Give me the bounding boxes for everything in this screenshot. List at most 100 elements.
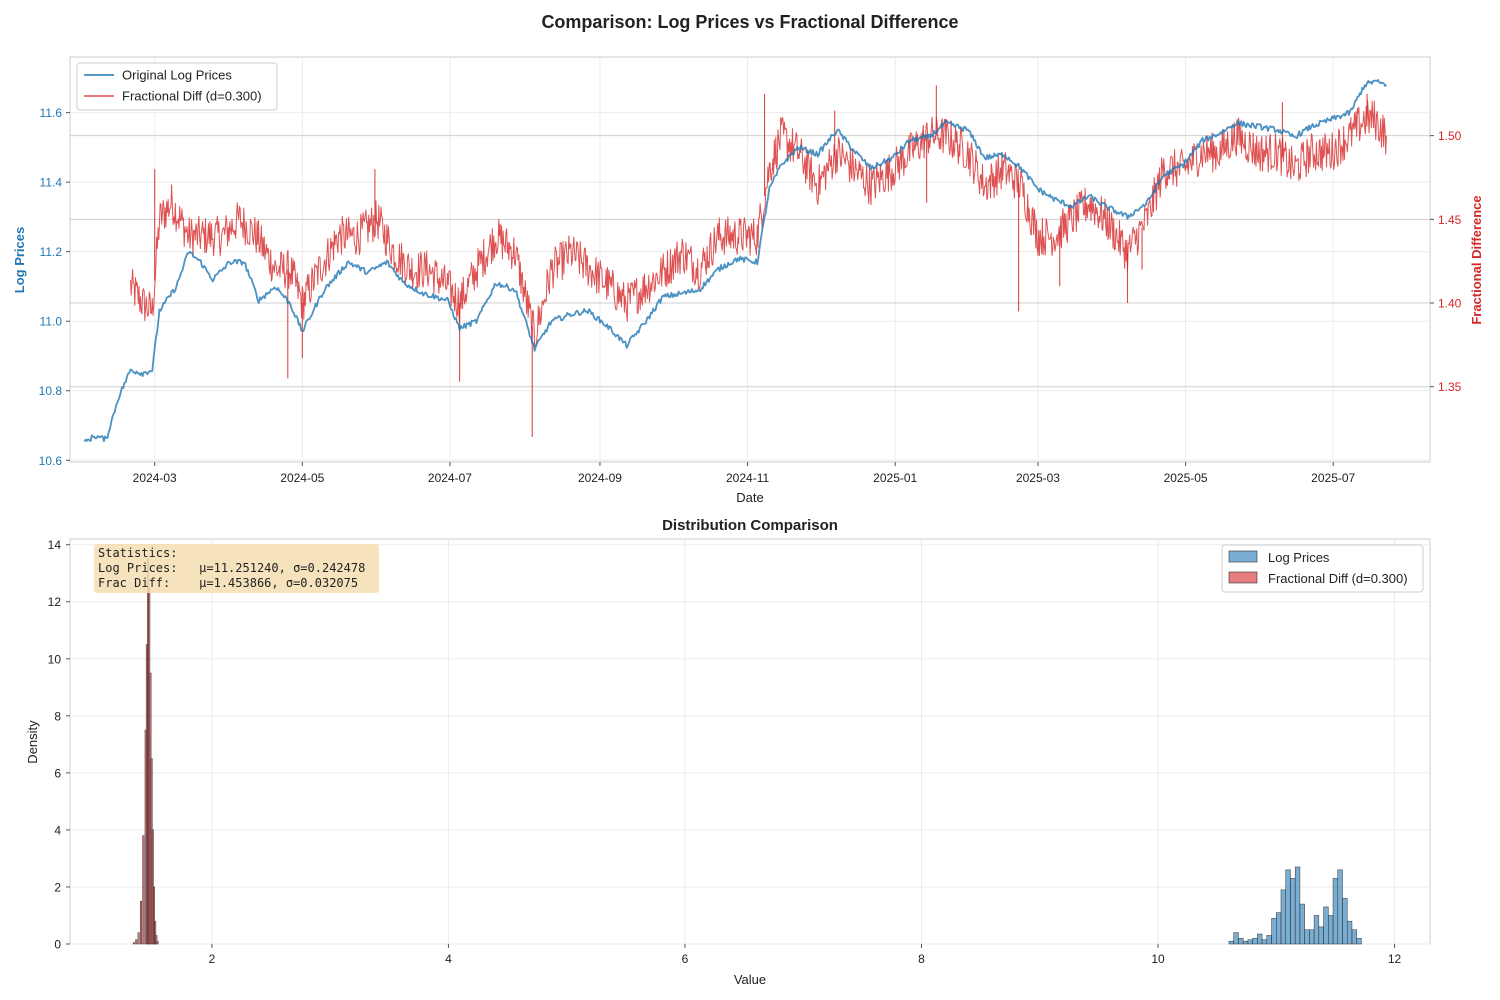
y-tick-label-11-4: 11.4 bbox=[40, 176, 63, 190]
y-tick-label-11-2: 11.2 bbox=[40, 245, 63, 259]
log-prices-bar-23 bbox=[1337, 869, 1343, 945]
log-prices-bar-26 bbox=[1351, 929, 1357, 945]
timeseries-x-label: Date bbox=[736, 490, 763, 505]
log-prices-line bbox=[83, 79, 1388, 443]
timeseries-legend: Original Log Prices Fractional Diff (d=0… bbox=[76, 62, 278, 111]
y-tick-label-10-8: 10.8 bbox=[39, 384, 63, 398]
histogram-legend-label-frac-diff: Fractional Diff (d=0.300) bbox=[1268, 571, 1408, 586]
timeseries-left-ticks: 10.6 10.8 11.0 11.2 11.4 11.6 bbox=[39, 106, 70, 468]
histogram-y-ticks: 0 2 4 6 8 10 12 14 bbox=[48, 538, 70, 952]
log-prices-bar-22 bbox=[1332, 878, 1339, 945]
hist-x-tick-label-6: 6 bbox=[682, 952, 689, 966]
log-prices-bar-24 bbox=[1342, 898, 1348, 945]
log-prices-bar-20 bbox=[1323, 906, 1329, 945]
log-prices-bar-6 bbox=[1257, 933, 1263, 945]
frac-diff-histogram bbox=[132, 558, 159, 945]
statistics-frac-diff: Frac Diff: μ=1.453866, σ=0.032075 bbox=[98, 576, 358, 590]
log-prices-bar-17 bbox=[1309, 929, 1315, 945]
log-prices-bar-25 bbox=[1346, 920, 1353, 945]
hist-y-tick-label-12: 12 bbox=[48, 595, 62, 609]
hist-y-tick-label-6: 6 bbox=[54, 766, 61, 780]
log-prices-bar-13 bbox=[1290, 878, 1296, 945]
log-prices-bar-1 bbox=[1233, 932, 1239, 945]
frac-diff-bar-3 bbox=[140, 900, 142, 945]
histogram-y-label: Density bbox=[25, 720, 40, 764]
frac-diff-bar-4 bbox=[142, 835, 145, 945]
statistics-heading: Statistics: bbox=[98, 546, 177, 560]
log-prices-bar-16 bbox=[1304, 929, 1310, 945]
frac-diff-series bbox=[130, 85, 1387, 437]
timeseries-panel: 2024-03 2024-05 2024-07 2024-09 2024-11 2025-… bbox=[12, 56, 1484, 505]
y2-tick-label-1-50: 1.50 bbox=[1438, 129, 1462, 143]
log-prices-histogram bbox=[1228, 866, 1362, 945]
statistics-box: Statistics: Log Prices: μ=11.251240, σ=0… bbox=[94, 544, 379, 593]
frac-diff-bar-12 bbox=[153, 886, 155, 945]
x-tick-label-2024-03: 2024-03 bbox=[133, 471, 177, 485]
histogram-title: Distribution Comparison bbox=[662, 517, 838, 534]
log-prices-bar-2 bbox=[1238, 938, 1244, 945]
histogram-legend-label-log-prices: Log Prices bbox=[1268, 550, 1330, 565]
hist-y-tick-label-14: 14 bbox=[48, 538, 62, 552]
hist-y-tick-label-0: 0 bbox=[54, 938, 61, 952]
y2-tick-label-1-35: 1.35 bbox=[1438, 380, 1462, 394]
frac-diff-bar-15 bbox=[156, 940, 159, 945]
hist-y-tick-label-10: 10 bbox=[48, 652, 62, 666]
hist-y-tick-label-4: 4 bbox=[54, 823, 61, 837]
log-prices-bar-5 bbox=[1252, 938, 1258, 945]
hist-x-tick-label-4: 4 bbox=[445, 952, 452, 966]
log-prices-bar-19 bbox=[1318, 926, 1324, 945]
frac-diff-bar-13 bbox=[154, 920, 157, 945]
log-prices-bar-4 bbox=[1247, 939, 1253, 945]
timeseries-plot-area bbox=[69, 56, 1431, 463]
log-prices-bar-9 bbox=[1271, 918, 1277, 945]
histogram-legend: Log Prices Fractional Diff (d=0.300) bbox=[1221, 544, 1424, 593]
statistics-log-prices: Log Prices: μ=11.251240, σ=0.242478 bbox=[98, 561, 365, 575]
timeseries-y2-label: Fractional Difference bbox=[1469, 195, 1484, 324]
histogram-plot-area bbox=[69, 538, 1431, 945]
x-tick-label-2024-05: 2024-05 bbox=[280, 471, 324, 485]
legend-label-log-prices: Original Log Prices bbox=[122, 68, 232, 83]
log-prices-bar-8 bbox=[1266, 935, 1272, 945]
histogram-legend-swatch-frac-diff bbox=[1228, 571, 1258, 584]
histogram-x-label: Value bbox=[734, 972, 766, 987]
y2-tick-label-1-45: 1.45 bbox=[1438, 213, 1462, 227]
log-prices-bar-0 bbox=[1228, 940, 1234, 945]
x-tick-label-2025-03: 2025-03 bbox=[1016, 471, 1060, 485]
y2-tick-label-1-40: 1.40 bbox=[1438, 297, 1462, 311]
log-prices-bar-10 bbox=[1276, 912, 1282, 945]
x-tick-label-2024-09: 2024-09 bbox=[578, 471, 622, 485]
histogram-panel: Distribution Comparison 2 4 6 8 10 12 0 2 4 6 8 10… bbox=[25, 517, 1431, 987]
log-prices-bar-3 bbox=[1242, 940, 1249, 945]
log-prices-bar-27 bbox=[1356, 938, 1362, 945]
hist-y-tick-label-8: 8 bbox=[54, 709, 61, 723]
log-prices-bar-21 bbox=[1328, 915, 1334, 945]
histogram-grid bbox=[70, 539, 1430, 945]
y-tick-label-10-6: 10.6 bbox=[39, 454, 63, 468]
y-tick-label-11-6: 11.6 bbox=[40, 106, 63, 120]
log-prices-bar-18 bbox=[1313, 915, 1320, 945]
x-tick-label-2025-01: 2025-01 bbox=[873, 471, 917, 485]
histogram-x-ticks: 2 4 6 8 10 12 bbox=[209, 944, 1402, 966]
hist-y-tick-label-2: 2 bbox=[54, 880, 61, 894]
frac-diff-bar-1 bbox=[135, 939, 138, 945]
legend-label-frac-diff: Fractional Diff (d=0.300) bbox=[122, 89, 262, 104]
hist-x-tick-label-2: 2 bbox=[209, 952, 216, 966]
hist-x-tick-label-12: 12 bbox=[1388, 952, 1402, 966]
log-prices-bar-11 bbox=[1280, 889, 1286, 945]
statistics-box-frame bbox=[94, 544, 379, 593]
frac-diff-bar-14 bbox=[155, 935, 158, 945]
log-prices-bar-14 bbox=[1294, 866, 1301, 945]
log-prices-bar-12 bbox=[1285, 869, 1291, 945]
frac-diff-bar-2 bbox=[137, 932, 140, 945]
frac-diff-line bbox=[130, 99, 1387, 348]
x-tick-label-2025-07: 2025-07 bbox=[1311, 471, 1355, 485]
frac-diff-bar-0 bbox=[132, 942, 135, 945]
figure-title: Comparison: Log Prices vs Fractional Dif… bbox=[541, 12, 958, 32]
log-prices-series bbox=[83, 79, 1388, 443]
log-prices-bar-7 bbox=[1261, 939, 1268, 945]
timeseries-right-ticks: 1.35 1.40 1.45 1.50 bbox=[1430, 129, 1462, 394]
x-tick-label-2024-11: 2024-11 bbox=[726, 471, 769, 485]
legend-frame bbox=[76, 62, 278, 111]
log-prices-bar-15 bbox=[1299, 903, 1305, 945]
